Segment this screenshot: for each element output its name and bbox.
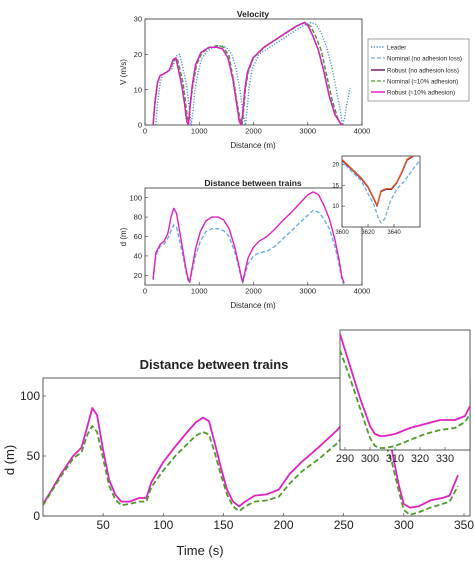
series-line-robust-10-adhesion — [152, 191, 345, 284]
y-tick-label: 0 — [138, 121, 142, 130]
x-tick-label: 200 — [274, 518, 294, 532]
y-tick-label: 20 — [134, 271, 142, 280]
legend-item-robust-10-adhesion: Robust (≈10% adhesion) — [371, 90, 455, 97]
distance-time-y-axis-label: d (m) — [2, 445, 17, 475]
legend-label-robust-no-adhesion-loss: Robust (no adhesion loss) — [387, 68, 459, 75]
y-tick-label: 100 — [129, 193, 142, 202]
distance-position-plot-area: 0 1000 2000 3000 4000 20 40 60 80 100 — [129, 187, 371, 296]
velocity-chart: Velocity V (m/s) Distance (m) 0 1000 2000 3… — [119, 9, 470, 150]
x-tick-label: 300 — [361, 453, 379, 465]
series-line-robust-10-adhesion — [152, 21, 344, 125]
legend-item-nominal-10-adhesion: Nominal (≈10% adhesion) — [371, 79, 458, 86]
velocity-plot-area: 0 1000 2000 3000 4000 0 10 20 30 — [134, 15, 371, 136]
velocity-title: Velocity — [237, 9, 269, 19]
plot-frame — [144, 187, 363, 286]
inset-position-plot-area: 3600 3620 3640 10 15 20 — [332, 155, 421, 236]
y-tick-label: 10 — [332, 204, 339, 210]
velocity-x-axis-label: Distance (m) — [230, 141, 276, 150]
series-line-robust-10-adhesion — [340, 333, 470, 437]
y-tick-label: 100 — [20, 389, 40, 403]
series-line-robust-10-adhesion — [342, 156, 414, 206]
x-tick-label: 4000 — [354, 287, 371, 296]
inset-chart-time-zoom: 290 300 310 320 330 — [336, 329, 471, 465]
legend-item-leader: Leader — [371, 45, 406, 52]
series-line-nominal-10-adhesion — [340, 349, 470, 449]
x-tick-label: 330 — [436, 453, 454, 465]
x-tick-label: 3000 — [299, 287, 316, 296]
y-tick-label: 20 — [332, 162, 339, 168]
inset-time-plot-area: 290 300 310 320 330 — [336, 329, 471, 465]
series-line-nominal-no-adhesion-loss — [342, 159, 420, 224]
velocity-legend: Leader Nominal (no adhesion loss) Robust… — [367, 38, 470, 102]
x-tick-label: 100 — [153, 518, 173, 532]
x-tick-label: 0 — [143, 287, 147, 296]
series-line-nominal-no-adhesion-loss — [152, 209, 345, 285]
legend-item-robust-no-adhesion-loss: Robust (no adhesion loss) — [371, 68, 459, 75]
legend-item-nominal-no-adhesion-loss: Nominal (no adhesion loss) — [371, 56, 462, 63]
x-tick-label: 290 — [336, 453, 354, 465]
x-tick-label: 2000 — [245, 127, 262, 136]
plot-frame — [339, 329, 471, 451]
y-tick-label: 40 — [134, 252, 142, 261]
x-tick-label: 0 — [143, 127, 147, 136]
x-tick-label: 1000 — [191, 127, 208, 136]
x-tick-label: 3620 — [361, 230, 375, 236]
x-tick-label: 320 — [411, 453, 429, 465]
velocity-y-axis-label: V (m/s) — [119, 59, 128, 85]
legend-label-nominal-10-adhesion: Nominal (≈10% adhesion) — [387, 79, 458, 86]
distance-position-y-axis-label: d (m) — [119, 227, 128, 246]
x-tick-label: 3000 — [299, 127, 316, 136]
x-tick-label: 4000 — [354, 127, 371, 136]
y-tick-label: 20 — [134, 50, 142, 59]
x-tick-label: 250 — [334, 518, 354, 532]
distance-time-title: Distance between trains — [140, 357, 289, 372]
x-tick-label: 2000 — [245, 287, 262, 296]
y-tick-label: 60 — [134, 232, 142, 241]
x-tick-label: 310 — [386, 453, 404, 465]
y-tick-label: 50 — [27, 449, 41, 463]
x-tick-label: 3600 — [335, 230, 349, 236]
distance-time-x-axis-label: Time (s) — [176, 543, 223, 558]
legend-label-nominal-no-adhesion-loss: Nominal (no adhesion loss) — [387, 56, 462, 63]
x-tick-label: 150 — [213, 518, 233, 532]
distance-position-title: Distance between trains — [204, 178, 302, 188]
series-line-nominal-10-adhesion — [152, 21, 343, 125]
x-tick-label: 350 — [454, 518, 474, 532]
y-tick-label: 15 — [332, 183, 339, 189]
x-tick-label: 50 — [96, 518, 110, 532]
y-tick-label: 80 — [134, 213, 142, 222]
x-tick-label: 3640 — [387, 230, 401, 236]
legend-label-robust-10-adhesion: Robust (≈10% adhesion) — [387, 90, 455, 97]
y-tick-label: 0 — [33, 509, 40, 523]
legend-label-leader: Leader — [387, 45, 406, 52]
inset-chart-position-zoom: 3600 3620 3640 10 15 20 — [332, 155, 421, 236]
series-line-nominal-10-adhesion — [43, 404, 459, 516]
y-tick-label: 30 — [134, 15, 142, 24]
x-tick-label: 300 — [394, 518, 414, 532]
plot-frame — [144, 18, 363, 126]
distance-chart-by-position: Distance between trains d (m) Distance (… — [119, 178, 370, 310]
x-tick-label: 1000 — [191, 287, 208, 296]
y-tick-label: 10 — [134, 85, 142, 94]
distance-position-x-axis-label: Distance (m) — [230, 301, 276, 310]
